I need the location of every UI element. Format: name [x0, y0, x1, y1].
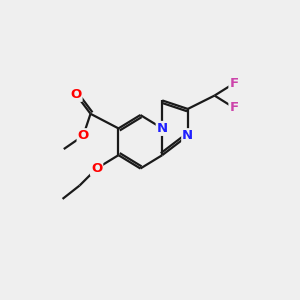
- Text: N: N: [182, 129, 194, 142]
- Text: F: F: [230, 77, 238, 90]
- Text: O: O: [91, 162, 102, 175]
- Text: F: F: [230, 101, 238, 114]
- Text: O: O: [78, 129, 89, 142]
- Text: O: O: [70, 88, 82, 101]
- Text: N: N: [157, 122, 168, 135]
